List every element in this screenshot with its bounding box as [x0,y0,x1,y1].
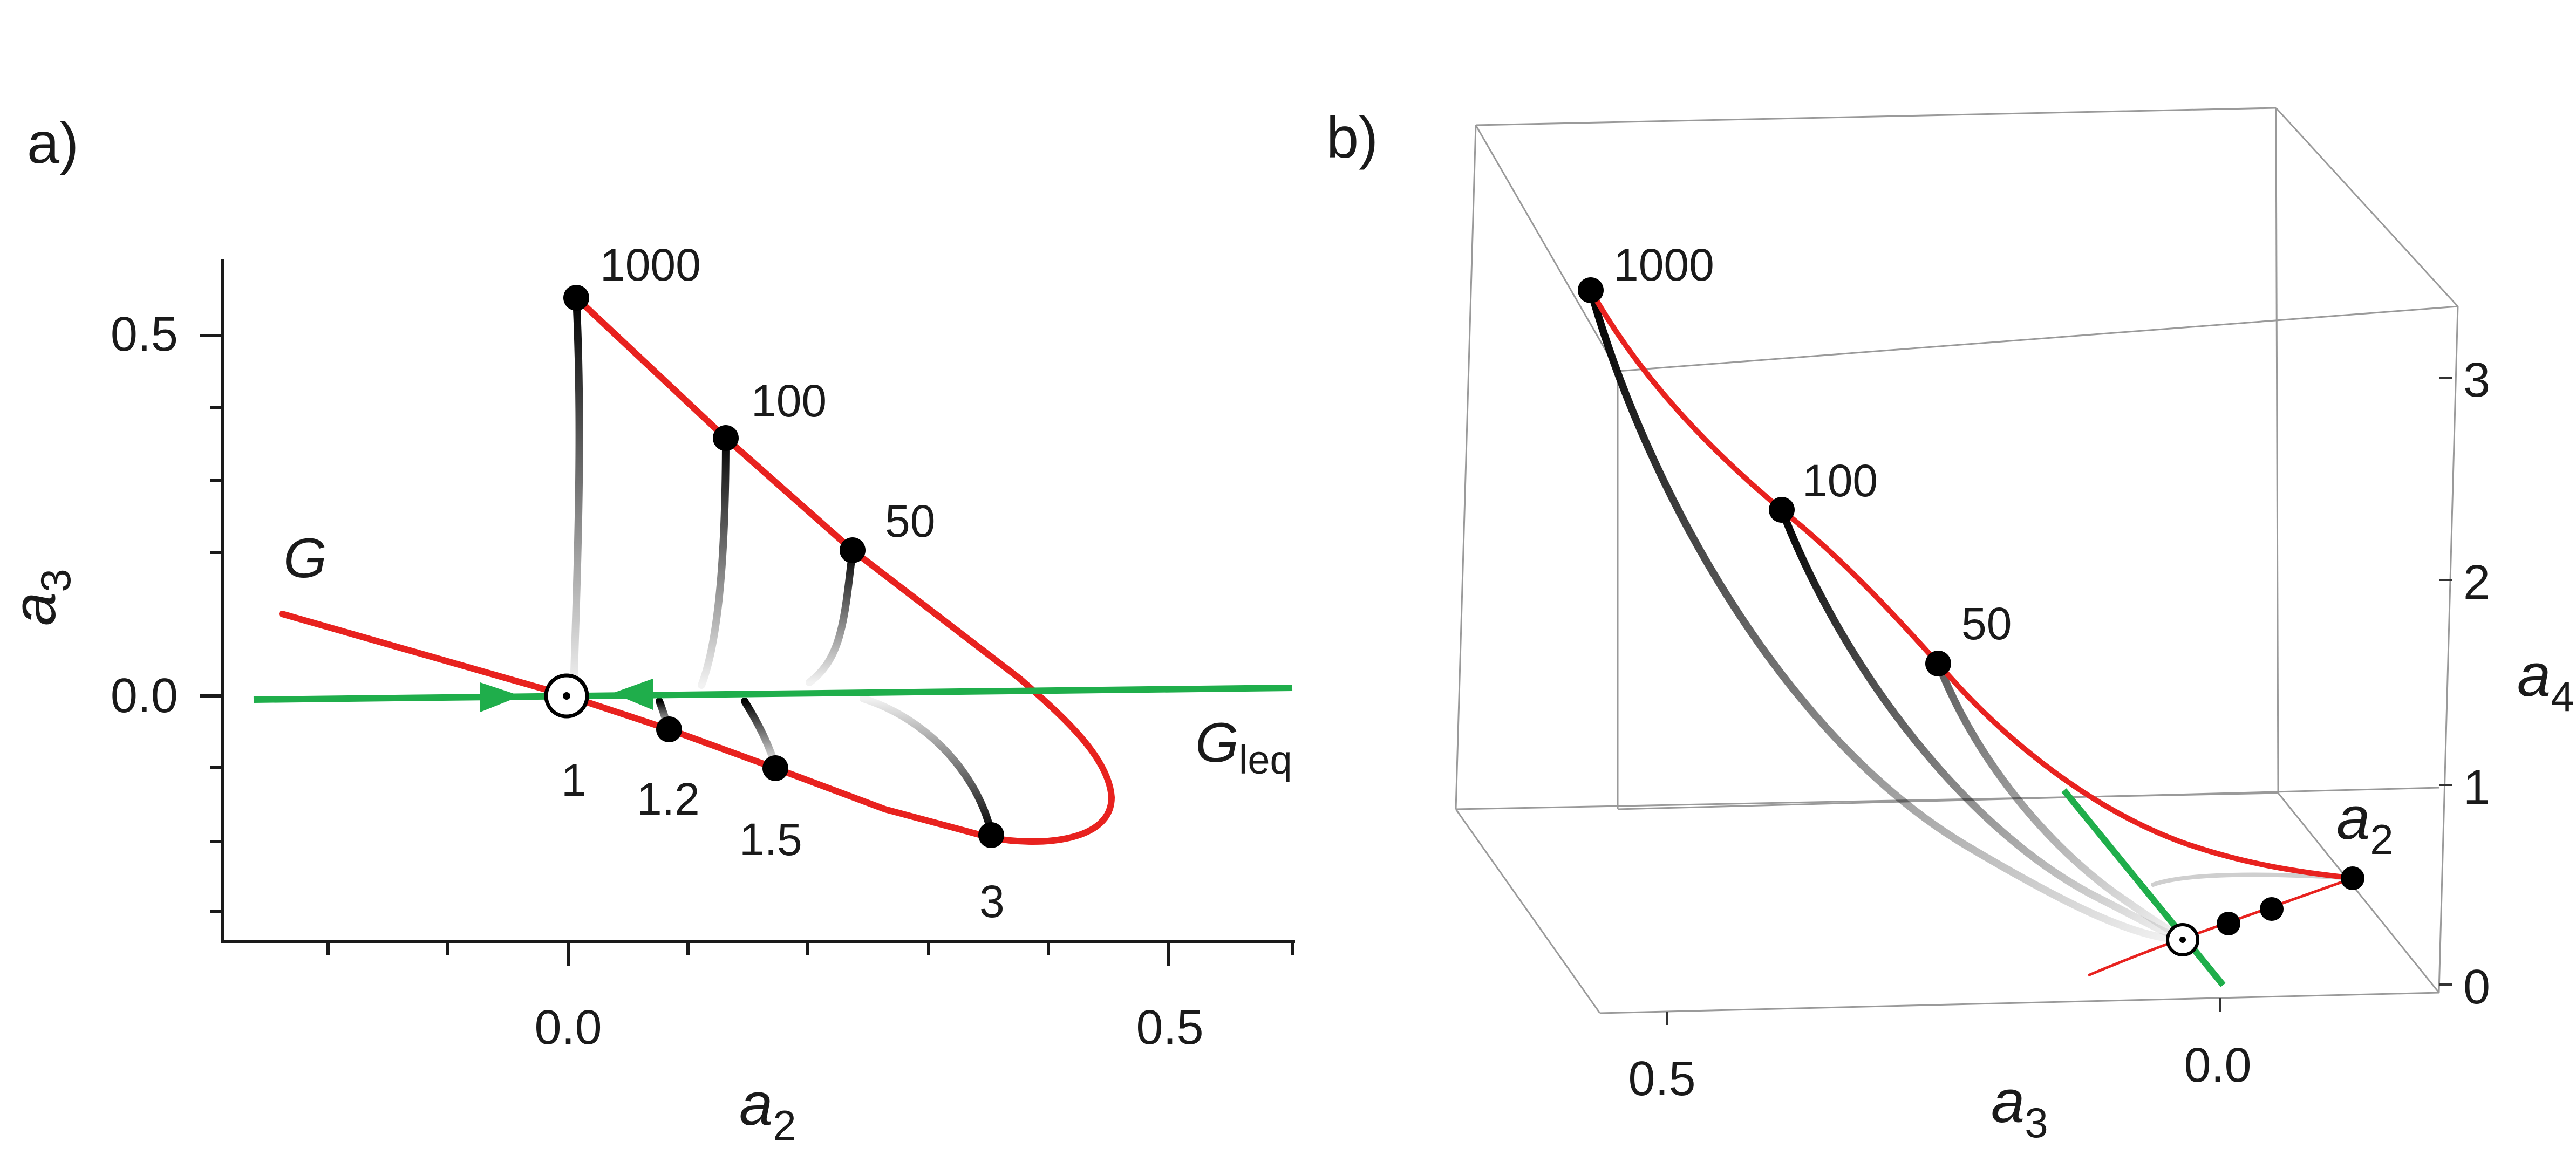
trajectory-1000 [570,294,583,693]
label-50: 50 [885,496,935,546]
point-1000 [563,285,589,311]
point-50 [840,537,866,563]
point-b-1000 [1578,277,1604,303]
label-b-1000: 1000 [1613,240,1714,290]
y-tick-label: 0.0 [111,669,178,723]
point-3 [978,822,1004,848]
a3-tick-label: 0.5 [1628,1052,1695,1106]
panel-b-trajectories [1587,286,2355,944]
label-b-100: 100 [1802,455,1878,506]
curve-Gleq [253,679,1293,712]
y-axis-title: a3 [1,569,79,626]
trajectory-3 [860,695,995,837]
trajectory-100 [698,433,730,689]
x-axis-title: a2 [739,1070,796,1149]
panel-b-points [1578,277,2364,935]
point-b-50 [1925,651,1951,676]
label-b-50: 50 [1961,598,2012,649]
panel-a-points [563,285,1004,848]
point-100 [713,425,739,451]
label-Gleq: Gleq [1195,712,1292,782]
y-tick-label: 0.5 [111,307,178,361]
x-tick-label: 0.5 [1136,1001,1203,1055]
panel-a-letter: a) [27,110,79,175]
point-1.5 [762,755,788,781]
point-1.2 [656,716,682,742]
a4-tick-label: 2 [2463,556,2490,610]
a4-axis-ticks [2439,377,2452,986]
point-b-100 [1769,497,1795,523]
curve-G [279,295,1115,845]
a4-axis-title: a4 [2517,641,2574,720]
trajectory-b-1000 [1587,286,2186,944]
gleq-arrow-right-icon [480,682,521,712]
panel-a-axes [200,259,1295,966]
trajectory-b-100 [1778,506,2186,942]
a3-axis-title: a3 [1991,1068,2048,1146]
a3-axis-ticks [1666,998,2221,1025]
x-tick-label: 0.0 [534,1001,602,1055]
panel-a: a) 0.5 0.0 0.0 [1,110,1295,1149]
curve-G-3d [1588,288,2355,881]
panel-b-letter: b) [1326,105,1378,170]
trajectory-50 [806,546,856,686]
trajectory-b-50 [1934,660,2186,941]
a4-tick-label: 3 [2463,353,2490,407]
gleq-arrow-left-icon [612,679,653,710]
label-1.5: 1.5 [739,814,802,865]
a3-tick-label: 0.0 [2184,1038,2251,1092]
panel-b: b) 3 2 1 0 [1326,105,2574,1146]
a4-tick-label: 0 [2463,960,2490,1014]
a4-tick-label: 1 [2463,761,2490,815]
panel-b-box [1455,107,2459,1014]
point-b-1.2 [2217,912,2240,935]
label-3: 3 [979,876,1005,927]
curve-Gleq-3d [2061,788,2226,987]
a2-axis-title: a2 [2336,784,2394,863]
label-100: 100 [751,375,827,426]
label-1: 1 [561,755,587,805]
equilibrium-point-a [544,673,589,719]
point-b-1.5 [2260,897,2284,921]
point-b-3 [2341,866,2364,890]
label-1.2: 1.2 [637,774,700,824]
label-1000: 1000 [600,240,701,290]
equilibrium-point-b [2166,923,2199,956]
label-G: G [283,527,327,590]
